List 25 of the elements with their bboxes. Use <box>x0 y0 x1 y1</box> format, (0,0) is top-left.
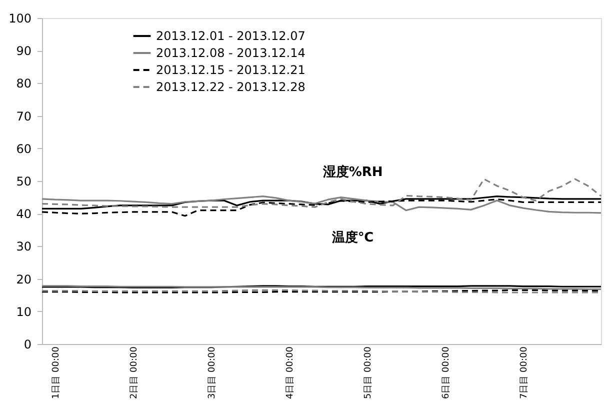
x-tick-label: 1日目 00:00 <box>52 346 62 400</box>
y-tick-label: 0 <box>24 338 32 352</box>
y-tick-label: 60 <box>16 142 32 156</box>
x-tick-label: 3日目 00:00 <box>208 346 218 400</box>
legend-label: 2013.12.08 - 2013.12.14 <box>156 46 306 60</box>
annotation: 温度℃ <box>330 229 374 246</box>
y-tick-label: 100 <box>8 12 32 26</box>
y-tick-label: 90 <box>16 44 32 58</box>
annotation: 湿度%RH <box>322 164 383 180</box>
x-tick-label: 7日目 00:00 <box>520 346 530 400</box>
y-tick-label: 10 <box>16 304 32 319</box>
y-tick-label: 70 <box>16 109 32 124</box>
legend-label: 2013.12.01 - 2013.12.07 <box>156 29 306 43</box>
legend-label: 2013.12.22 - 2013.12.28 <box>156 80 306 94</box>
y-tick-label: 80 <box>16 76 32 91</box>
y-tick-label: 20 <box>16 272 32 286</box>
y-tick-label: 30 <box>16 240 32 254</box>
y-tick-label: 50 <box>16 174 32 188</box>
y-tick-label: 40 <box>16 207 32 222</box>
line-series <box>41 198 602 217</box>
legend-label: 2013.12.15 - 2013.12.21 <box>156 63 306 77</box>
x-tick-label: 4日目 00:00 <box>286 346 296 400</box>
x-tick-label: 5日目 00:00 <box>364 346 374 400</box>
x-tick-label: 6日目 00:00 <box>442 346 452 400</box>
x-tick-label: 2日目 00:00 <box>130 346 140 400</box>
